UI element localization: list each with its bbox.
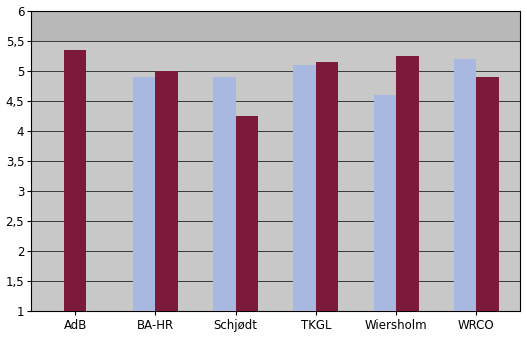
Bar <box>373 95 396 311</box>
Bar <box>213 77 236 311</box>
Bar <box>477 77 499 311</box>
Bar <box>316 62 338 311</box>
Bar <box>294 65 316 311</box>
Bar <box>156 71 178 311</box>
Bar <box>133 77 156 311</box>
Bar <box>236 116 258 311</box>
Bar <box>31 10 520 41</box>
Bar <box>454 59 477 311</box>
Bar <box>64 50 86 311</box>
Bar <box>396 56 419 311</box>
